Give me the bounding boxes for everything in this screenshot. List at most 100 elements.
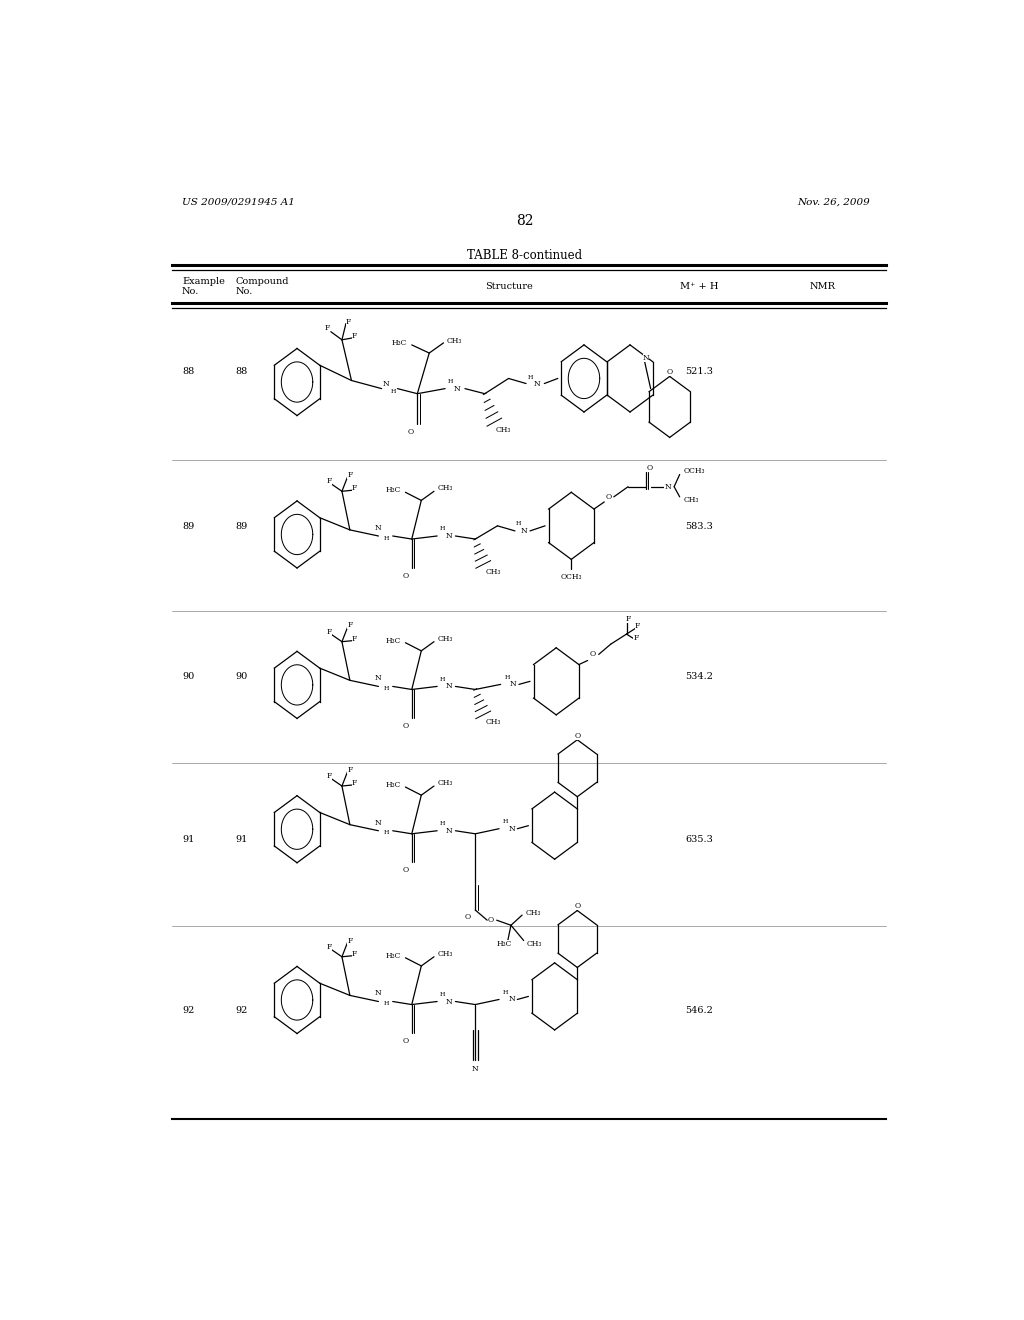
Text: H₃C: H₃C: [385, 486, 400, 494]
Text: M⁺ + H: M⁺ + H: [680, 282, 719, 290]
Text: O: O: [590, 651, 596, 659]
Text: 583.3: 583.3: [685, 521, 714, 531]
Text: CH₃: CH₃: [526, 940, 543, 948]
Text: 521.3: 521.3: [685, 367, 714, 376]
Text: O: O: [488, 916, 495, 924]
Text: H: H: [391, 389, 396, 395]
Text: O: O: [605, 492, 611, 500]
Text: CH₃: CH₃: [437, 779, 453, 787]
Text: H: H: [440, 677, 445, 682]
Text: N: N: [642, 354, 649, 362]
Text: 88: 88: [182, 367, 195, 376]
Text: Nov. 26, 2009: Nov. 26, 2009: [798, 198, 870, 207]
Text: 92: 92: [236, 1006, 248, 1015]
Text: O: O: [402, 866, 409, 874]
Text: O: O: [402, 722, 409, 730]
Text: 635.3: 635.3: [685, 834, 714, 843]
Text: CH₃: CH₃: [485, 718, 501, 726]
Text: F: F: [327, 942, 332, 950]
Text: H: H: [503, 820, 508, 824]
Text: F: F: [352, 779, 357, 787]
Text: H: H: [440, 991, 445, 997]
Text: H: H: [528, 375, 534, 380]
Text: O: O: [464, 913, 470, 921]
Text: N: N: [534, 380, 541, 388]
Text: N: N: [445, 532, 453, 540]
Text: H: H: [503, 990, 508, 995]
Text: 90: 90: [236, 672, 248, 681]
Text: O: O: [667, 368, 673, 376]
Text: H: H: [504, 675, 510, 680]
Text: OCH₃: OCH₃: [684, 467, 706, 475]
Text: CH₃: CH₃: [684, 496, 699, 504]
Text: N: N: [472, 1065, 478, 1073]
Text: 91: 91: [236, 834, 248, 843]
Text: CH₃: CH₃: [485, 568, 501, 576]
Text: NMR: NMR: [809, 282, 836, 290]
Text: CH₃: CH₃: [446, 337, 462, 345]
Text: H: H: [384, 536, 389, 540]
Text: N: N: [445, 998, 453, 1006]
Text: N: N: [454, 384, 461, 392]
Text: N: N: [445, 682, 453, 690]
Text: F: F: [626, 615, 631, 623]
Text: H₃C: H₃C: [385, 952, 400, 960]
Text: O: O: [574, 731, 581, 739]
Text: H: H: [384, 830, 389, 836]
Text: F: F: [346, 318, 351, 326]
Text: No.: No.: [236, 286, 253, 296]
Text: 88: 88: [236, 367, 248, 376]
Text: F: F: [327, 772, 332, 780]
Text: N: N: [521, 527, 527, 535]
Text: N: N: [445, 826, 453, 834]
Text: 92: 92: [182, 1006, 195, 1015]
Text: H: H: [440, 821, 445, 826]
Text: F: F: [352, 331, 357, 339]
Text: 546.2: 546.2: [685, 1006, 714, 1015]
Text: H: H: [440, 527, 445, 532]
Text: N: N: [375, 524, 382, 532]
Text: F: F: [327, 627, 332, 635]
Text: O: O: [646, 465, 652, 473]
Text: H: H: [384, 1001, 389, 1006]
Text: H: H: [447, 379, 454, 384]
Text: 534.2: 534.2: [685, 672, 714, 681]
Text: H: H: [515, 521, 521, 527]
Text: O: O: [574, 903, 581, 911]
Text: O: O: [402, 1038, 409, 1045]
Text: 82: 82: [516, 214, 534, 228]
Text: CH₃: CH₃: [437, 635, 453, 643]
Text: CH₃: CH₃: [437, 484, 453, 492]
Text: F: F: [634, 634, 639, 642]
Text: Example: Example: [182, 277, 225, 286]
Text: 89: 89: [236, 521, 248, 531]
Text: N: N: [508, 825, 515, 833]
Text: CH₃: CH₃: [437, 949, 453, 958]
Text: F: F: [352, 949, 357, 958]
Text: F: F: [327, 477, 332, 486]
Text: O: O: [402, 572, 409, 579]
Text: N: N: [665, 483, 671, 491]
Text: H₃C: H₃C: [391, 339, 407, 347]
Text: F: F: [352, 635, 357, 643]
Text: H₃C: H₃C: [385, 636, 400, 644]
Text: 89: 89: [182, 521, 195, 531]
Text: F: F: [347, 936, 352, 945]
Text: 91: 91: [182, 834, 195, 843]
Text: F: F: [347, 471, 352, 479]
Text: No.: No.: [182, 286, 200, 296]
Text: 90: 90: [182, 672, 195, 681]
Text: O: O: [408, 428, 414, 437]
Text: H₃C: H₃C: [497, 940, 512, 948]
Text: N: N: [508, 995, 515, 1003]
Text: CH₃: CH₃: [496, 426, 511, 434]
Text: TABLE 8-continued: TABLE 8-continued: [467, 249, 583, 263]
Text: N: N: [510, 680, 517, 689]
Text: US 2009/0291945 A1: US 2009/0291945 A1: [182, 198, 295, 207]
Text: F: F: [352, 484, 357, 492]
Text: CH₃: CH₃: [525, 909, 541, 917]
Text: F: F: [635, 622, 640, 630]
Text: Structure: Structure: [485, 282, 532, 290]
Text: F: F: [347, 622, 352, 630]
Text: H₃C: H₃C: [385, 781, 400, 789]
